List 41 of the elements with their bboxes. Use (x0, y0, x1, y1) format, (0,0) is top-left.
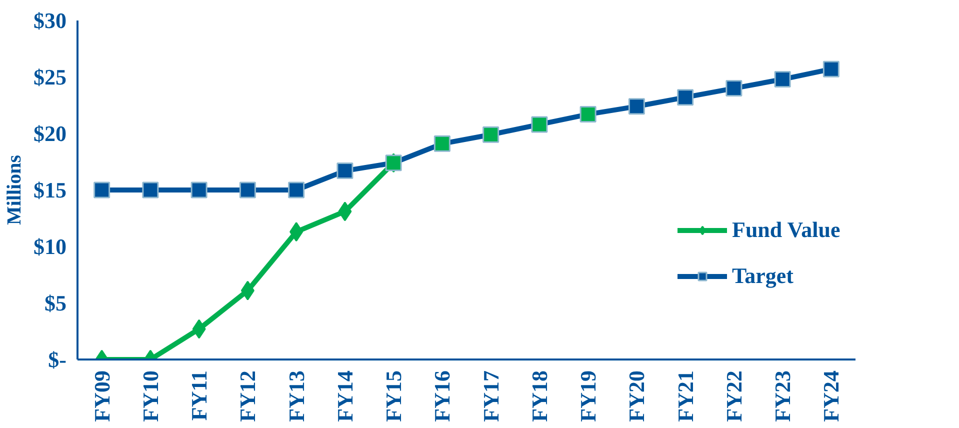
point (290, 222, 304, 242)
x-tick-label: FY22 (721, 370, 746, 422)
legend-label: Fund Value (732, 217, 840, 243)
point (677, 89, 694, 106)
x-tick-label: FY23 (770, 370, 796, 422)
point (192, 319, 206, 339)
x-tick-label: FY12 (235, 370, 260, 422)
y-tick-label: $15 (34, 178, 66, 202)
y-tick-label: $25 (34, 64, 66, 90)
legend-label: Target (732, 263, 794, 289)
point (190, 182, 208, 198)
point (142, 182, 159, 198)
x-tick-label: FY19 (576, 370, 601, 422)
x-tick-label: FY11 (186, 370, 212, 421)
point (336, 162, 354, 180)
point (774, 71, 791, 88)
point (338, 202, 352, 222)
point (239, 182, 256, 198)
point (94, 182, 110, 198)
point (822, 60, 840, 78)
x-tick-label: FY18 (526, 370, 552, 422)
point (288, 182, 305, 198)
y-tick-label: $30 (34, 8, 66, 33)
x-tick-label: FY13 (284, 370, 309, 422)
y-tick-label: $10 (34, 234, 66, 259)
y-tick-label: $5 (44, 290, 66, 316)
x-tick-label: FY15 (381, 370, 406, 422)
y-tick-label: $- (48, 347, 66, 372)
x-tick-label: FY21 (672, 370, 698, 422)
y-tick-label: $20 (34, 121, 66, 146)
point (726, 80, 742, 97)
x-tick-label: FY09 (89, 370, 114, 422)
x-tick-label: FY16 (430, 370, 455, 422)
y-axis-title: Millions (4, 154, 26, 226)
x-tick-label: FY10 (138, 370, 163, 422)
x-tick-label: FY14 (332, 370, 358, 422)
x-tick-label: FY24 (818, 370, 844, 422)
x-tick-label: FY20 (624, 370, 650, 422)
point (240, 280, 254, 300)
x-tick-label: FY17 (478, 370, 504, 422)
point (628, 98, 645, 115)
